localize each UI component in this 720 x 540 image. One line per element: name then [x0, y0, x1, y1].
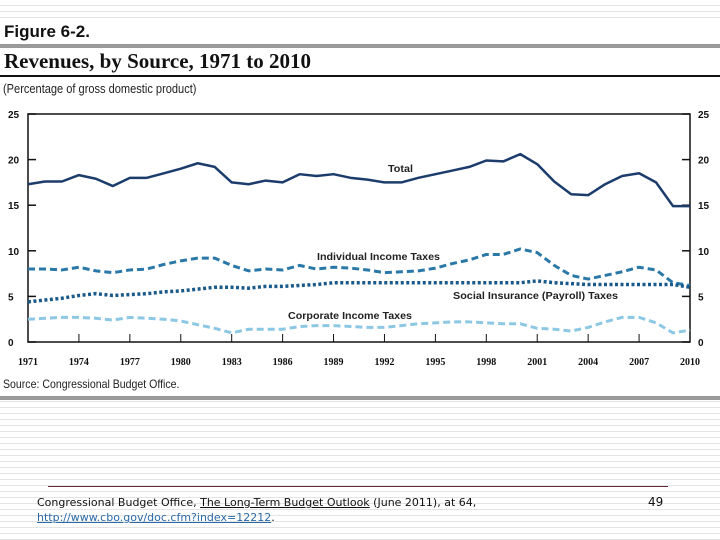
citation: Congressional Budget Office, The Long-Te…: [37, 496, 476, 509]
citation-url-line: http://www.cbo.gov/doc.cfm?index=12212.: [37, 511, 275, 524]
series-label: Individual Income Taxes: [317, 251, 440, 263]
citation-prefix: Congressional Budget Office,: [37, 496, 201, 509]
y-tick-label-left: 25: [8, 110, 20, 121]
x-tick-label: 1980: [171, 357, 191, 368]
citation-link[interactable]: http://www.cbo.gov/doc.cfm?index=12212: [37, 511, 272, 524]
x-tick-label: 1989: [324, 357, 344, 368]
series-line-social-insurance-payroll-taxes: [27, 279, 691, 304]
y-tick-label-left: 0: [8, 338, 14, 349]
x-tick-label: 2004: [578, 357, 598, 368]
x-tick-label: 1998: [476, 357, 496, 368]
divider: [0, 75, 720, 77]
chart-title: Revenues, by Source, 1971 to 2010: [4, 49, 312, 73]
y-tick-label-left: 20: [8, 156, 20, 167]
page-number: 49: [648, 495, 664, 509]
x-tick-label: 1974: [69, 357, 89, 368]
x-tick-label: 1971: [18, 357, 38, 368]
y-tick-label-right: 25: [698, 110, 710, 121]
divider: [0, 396, 720, 400]
y-tick-label-right: 20: [698, 156, 710, 167]
source-note: Source: Congressional Budget Office.: [3, 377, 180, 391]
series-label: Corporate Income Taxes: [288, 310, 412, 322]
series-line-total: [27, 152, 690, 208]
series-label: Total: [388, 163, 413, 175]
url-suffix: .: [271, 511, 275, 524]
line-chart: 0 0 5 5 10 10 15 15 20 20 25 25 1971 1974 1977 1980 1983…: [8, 110, 710, 368]
x-tick-label: 1977: [120, 357, 140, 368]
chart-subtitle: (Percentage of gross domestic product): [3, 81, 197, 96]
x-tick-label: 1986: [273, 357, 293, 368]
plot-frame: [27, 113, 691, 343]
y-tick-label-right: 0: [698, 338, 704, 349]
citation-title: The Long-Term Budget Outlook: [200, 496, 370, 509]
series-line-corporate-income-taxes: [27, 315, 691, 335]
x-tick-label: 2001: [527, 357, 547, 368]
x-tick-label: 1992: [374, 357, 394, 368]
y-tick-label-right: 10: [698, 247, 710, 258]
divider: [0, 44, 720, 48]
x-tick-label: 1995: [425, 357, 445, 368]
citation-suffix: (June 2011), at 64,: [369, 496, 477, 509]
x-tick-label: 2010: [680, 357, 700, 368]
y-tick-label-left: 5: [8, 292, 14, 303]
x-tick-label: 1983: [222, 357, 242, 368]
y-tick-label-left: 10: [8, 247, 20, 258]
figure-panel: [0, 20, 720, 400]
series-label: Social Insurance (Payroll) Taxes: [453, 290, 618, 302]
x-tick-label: 2007: [629, 357, 649, 368]
y-tick-label-right: 15: [698, 201, 710, 212]
y-tick-label-left: 15: [8, 201, 20, 212]
y-tick-label-right: 5: [698, 292, 704, 303]
series-line-individual-income-taxes: [28, 247, 691, 287]
figure-label: Figure 6-2.: [4, 22, 90, 41]
footer-rule: [48, 486, 668, 487]
